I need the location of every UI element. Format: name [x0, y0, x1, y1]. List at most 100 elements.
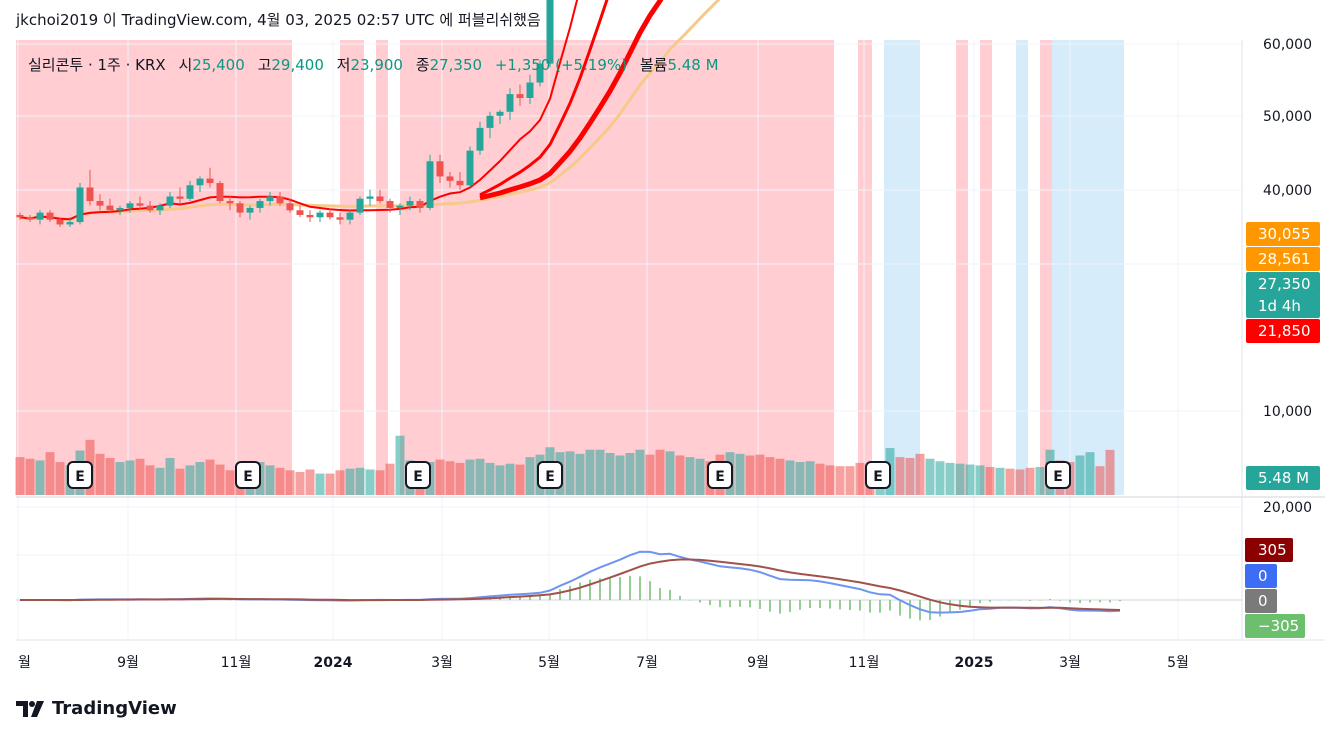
macd-tick-label: 20,000 — [1263, 500, 1312, 516]
candle-body — [26, 217, 34, 220]
macd-histogram-bar — [939, 600, 941, 617]
candle-body — [466, 150, 474, 186]
time-tick-label: 11월 — [849, 655, 880, 671]
macd-badge — [1245, 538, 1293, 562]
candle-body — [216, 183, 224, 202]
price-badge — [1246, 466, 1320, 490]
candle-body — [376, 196, 384, 202]
macd-histogram-bar — [519, 596, 521, 600]
volume-bar — [395, 435, 405, 495]
macd-histogram-bar — [989, 600, 991, 602]
volume-bar — [1025, 467, 1035, 495]
candle-body — [166, 196, 174, 206]
volume-bar — [155, 467, 165, 495]
high-value: 29,400 — [271, 56, 324, 74]
volume-bar — [935, 461, 945, 495]
volume-bar — [185, 465, 195, 495]
macd-histogram-bar — [529, 596, 531, 600]
macd-histogram-bar — [509, 596, 511, 600]
symbol-title[interactable]: 실리콘투 · 1주 · KRX — [28, 56, 166, 74]
moving-averages — [19, 0, 721, 221]
candle-body — [186, 185, 194, 199]
candle-body — [306, 214, 314, 218]
macd-histogram-bar — [809, 600, 811, 609]
session-band — [16, 40, 292, 495]
open-label: 시 — [178, 56, 193, 74]
macd-histogram-bar — [979, 600, 981, 604]
macd-histogram-bar — [679, 595, 681, 600]
volume-bar — [175, 468, 185, 495]
volume-bar — [205, 459, 215, 495]
volume-bar — [375, 470, 385, 495]
earnings-label: E — [413, 469, 423, 485]
macd-histogram-bar — [699, 600, 701, 603]
candle-body — [546, 0, 554, 64]
price-badge-label: 1d 4h — [1258, 297, 1301, 315]
candle-body — [236, 203, 244, 213]
price-badge — [1246, 222, 1320, 246]
candle-body — [286, 203, 294, 211]
candlesticks — [16, 0, 554, 227]
tradingview-logo-icon — [16, 700, 44, 717]
macd-histogram-bar — [649, 581, 651, 600]
macd-histogram-bar — [949, 600, 951, 614]
macd-histogram-bar — [849, 600, 851, 611]
price-badge — [1246, 294, 1320, 318]
candle-body — [416, 201, 424, 208]
volume-bar — [195, 462, 205, 495]
macd-panel — [16, 550, 1242, 621]
volume-bar — [855, 462, 865, 495]
earnings-marker — [865, 461, 891, 489]
macd-histogram-bar — [1029, 600, 1031, 602]
macd-histogram-bar — [569, 585, 571, 600]
volume-bar — [495, 465, 505, 495]
earnings-marker — [235, 461, 261, 489]
volume-bar — [455, 462, 465, 495]
volume-bar — [615, 455, 625, 495]
grid-lines — [16, 40, 1325, 641]
candle-body — [346, 212, 354, 220]
earnings-marker — [405, 461, 431, 489]
volume-bar — [785, 460, 795, 495]
volume-bar — [735, 453, 745, 495]
macd-histogram-bar — [1049, 598, 1051, 600]
macd-signal-line — [20, 558, 1121, 611]
volume-bar — [295, 471, 305, 495]
volume-bar — [985, 467, 995, 495]
volume-bar — [445, 461, 455, 495]
volume-bar — [945, 462, 955, 495]
candle-body — [56, 219, 64, 225]
volume-bar — [595, 449, 605, 495]
volume-bar — [1105, 449, 1115, 495]
macd-histogram-bar — [1059, 600, 1061, 601]
volume-bar — [585, 449, 595, 495]
volume-bar — [265, 465, 275, 495]
volume-bar — [465, 459, 475, 495]
price-badge — [1246, 272, 1320, 296]
candle-body — [66, 222, 74, 225]
macd-histogram-bar — [239, 600, 241, 601]
volume-bar — [755, 454, 765, 495]
macd-histogram-bar — [909, 600, 911, 619]
volume-bar — [695, 458, 705, 495]
volume-bar — [515, 464, 525, 495]
volume-bar — [125, 460, 135, 495]
volume-bar — [25, 458, 35, 495]
author-name[interactable]: jkchoi2019 — [16, 11, 99, 29]
candle-body — [156, 205, 164, 211]
volume-bar — [435, 459, 445, 495]
tradingview-footer[interactable]: TradingView — [16, 698, 177, 719]
earnings-label: E — [545, 469, 555, 485]
volume-bar — [805, 461, 815, 495]
volume-bar — [765, 457, 775, 495]
volume-value: 5.48 M — [667, 56, 719, 74]
volume-bar — [565, 451, 575, 495]
price-badge-label: 27,350 — [1258, 275, 1311, 293]
macd-histogram-bar — [969, 600, 971, 607]
macd-badge-label: 0 — [1258, 567, 1268, 585]
volume-bar — [355, 467, 365, 495]
low-label: 저 — [336, 56, 351, 74]
candle-body — [176, 196, 184, 199]
earnings-label: E — [1053, 469, 1063, 485]
